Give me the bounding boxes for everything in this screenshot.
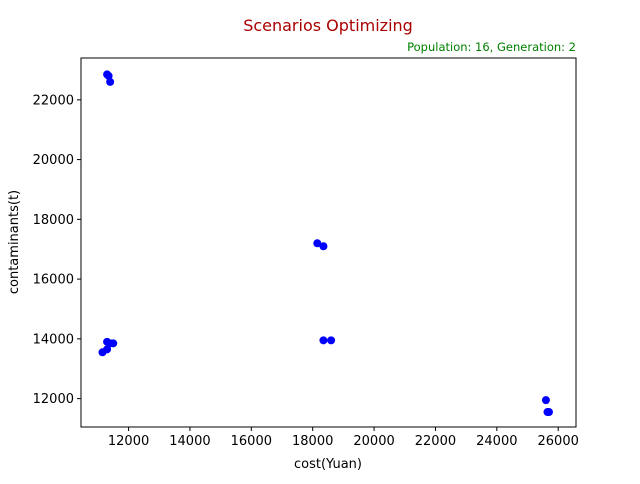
x-tick-label: 16000 <box>231 434 272 449</box>
chart-subtitle: Population: 16, Generation: 2 <box>407 40 576 54</box>
scatter-point <box>104 71 113 80</box>
chart-title: Scenarios Optimizing <box>243 16 413 35</box>
scatter-point <box>313 239 322 248</box>
scatter-point <box>327 336 336 345</box>
scatter-point <box>319 242 328 251</box>
scatter-point <box>106 77 115 86</box>
y-axis-label: contaminants(t) <box>7 190 22 294</box>
ticks-layer: 12000 14000 16000 18000 20000 22000 24000 26000… <box>33 93 579 449</box>
x-tick-label: 12000 <box>108 434 149 449</box>
y-tick-label: 14000 <box>33 332 74 347</box>
x-tick-label: 24000 <box>476 434 517 449</box>
y-tick-label: 18000 <box>33 213 74 228</box>
points-layer <box>98 70 553 417</box>
scatter-point <box>319 336 328 345</box>
x-tick-label: 20000 <box>353 434 394 449</box>
x-tick-label: 18000 <box>292 434 333 449</box>
scatter-point <box>109 339 118 348</box>
x-axis-label: cost(Yuan) <box>294 457 362 472</box>
x-tick-label: 26000 <box>538 434 579 449</box>
plot-frame <box>80 57 577 428</box>
y-tick-label: 12000 <box>33 392 74 407</box>
x-tick-label: 22000 <box>415 434 456 449</box>
y-tick-label: 16000 <box>33 273 74 288</box>
scatter-point <box>541 396 550 405</box>
y-tick-label: 20000 <box>33 153 74 168</box>
scatter-point <box>544 408 553 417</box>
scatter-point <box>103 345 112 354</box>
x-tick-label: 14000 <box>169 434 210 449</box>
y-tick-label: 22000 <box>33 93 74 108</box>
